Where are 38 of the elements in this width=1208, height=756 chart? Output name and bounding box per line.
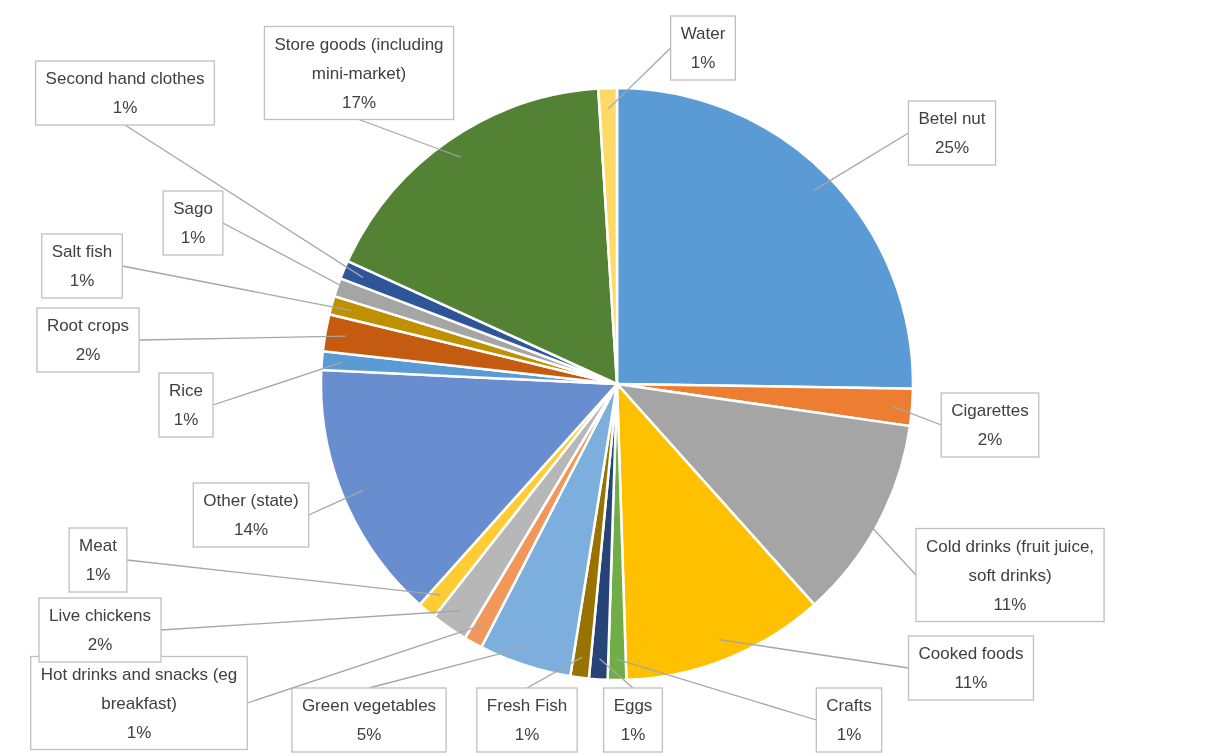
slice-label: Sago [173,199,213,218]
data-label: 1% [620,725,646,744]
slice-label: Live chickens [48,606,152,625]
slice-label: Betel nut [918,109,986,128]
data-label: 1% [180,228,206,247]
data-label: 1% [173,410,199,429]
data-label: 2% [977,430,1003,449]
data-label: 1% [514,725,540,744]
slice-label: Meat [79,536,118,555]
data-label: 1% [85,565,111,584]
slice-label: Fresh Fish [486,696,568,715]
slice-label: Cold drinks (fruit juice, soft drinks) [925,536,1095,585]
data-label: 1% [126,722,152,742]
slice-label: Store goods (including mini-market) [274,34,444,83]
slice-label: Hot drinks and snacks (eg breakfast) [40,664,238,713]
slice-label: Other (state) [203,491,299,510]
data-label: 5% [356,725,382,744]
data-label: 11% [993,594,1027,614]
slice-label: Cigarettes [951,401,1029,420]
slice-label: Rice [168,381,204,400]
slice-label: Crafts [826,696,872,715]
data-label: 1% [69,271,95,290]
data-label: 2% [75,345,101,364]
data-label: 1% [112,98,138,117]
slice-label: Root crops [46,316,130,335]
slice-label: Eggs [613,696,653,715]
data-label: 11% [954,673,988,692]
slice-label: Second hand clothes [45,69,205,88]
data-label: 2% [87,635,113,654]
data-label: 1% [836,725,862,744]
data-label: 14% [233,520,269,539]
slice-label: Salt fish [51,242,113,261]
data-label: 1% [690,53,716,72]
slice-label: Cooked foods [918,644,1024,663]
slice-label: Green vegetables [301,696,437,715]
slice-label: Water [680,24,726,43]
data-label: 25% [934,138,970,157]
data-label: 17% [341,92,377,112]
